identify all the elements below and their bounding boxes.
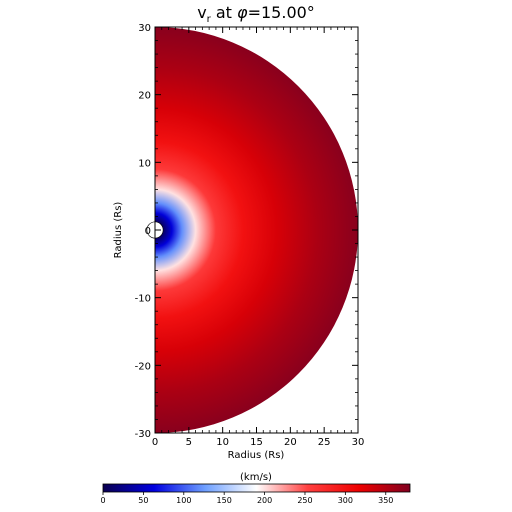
title-subscript: r [207,14,212,25]
colorbar-tick-label: 200 [257,496,272,505]
y-axis-title: Radius (Rs) [113,202,124,259]
y-axis: -30 -20 -10 0 10 20 30 [135,23,358,440]
x-axis-title: Radius (Rs) [228,450,285,461]
x-tick-label: 20 [284,437,297,448]
colorbar-tick-label: 350 [378,496,393,505]
x-tick-label: 0 [152,437,158,448]
y-tick-label: 20 [138,91,151,102]
x-tick-label: 5 [186,437,192,448]
colorbar-tick-label: 100 [176,496,191,505]
colorbar-tick-label: 250 [297,496,312,505]
colorbar-label: (km/s) [240,472,272,483]
phi-symbol: φ [237,3,248,22]
x-tick-label: 30 [352,437,365,448]
colorbar-tick-label: 300 [338,496,353,505]
y-tick-label: 0 [145,226,151,237]
colorbar-tick-label: 150 [217,496,232,505]
colorbar-tick-label: 0 [100,496,105,505]
x-tick-label: 25 [318,437,331,448]
x-tick-label: 15 [250,437,263,448]
y-tick-label: -30 [135,429,151,440]
y-tick-label: 30 [138,23,151,34]
velocity-field [155,27,358,433]
y-tick-label: 10 [138,158,151,169]
colorbar [102,483,411,493]
chart-title: vr at φ=15.00° [197,3,315,25]
y-tick-label: -10 [135,294,151,305]
x-axis: 0 5 10 15 20 25 30 [152,27,365,448]
y-tick-label: -20 [135,361,151,372]
colorbar-axis: 0 50 100 150 200 250 300 350 [100,492,393,505]
x-tick-label: 10 [216,437,229,448]
colorbar-tick-label: 50 [138,496,148,505]
